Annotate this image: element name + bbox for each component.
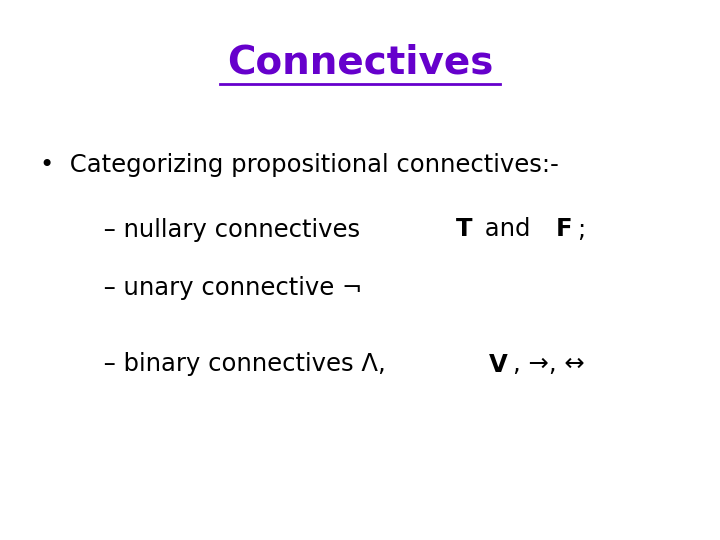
Text: – binary connectives Λ,: – binary connectives Λ, — [65, 353, 393, 376]
Text: Connectives: Connectives — [227, 43, 493, 81]
Text: ;: ; — [577, 218, 585, 241]
Text: T: T — [456, 218, 472, 241]
Text: – unary connective ¬: – unary connective ¬ — [65, 276, 362, 300]
Text: and: and — [477, 218, 538, 241]
Text: V: V — [489, 353, 508, 376]
Text: •  Categorizing propositional connectives:-: • Categorizing propositional connectives… — [40, 153, 558, 177]
Text: F: F — [556, 218, 572, 241]
Text: – nullary connectives: – nullary connectives — [65, 218, 368, 241]
Text: , →, ↔: , →, ↔ — [513, 353, 585, 376]
